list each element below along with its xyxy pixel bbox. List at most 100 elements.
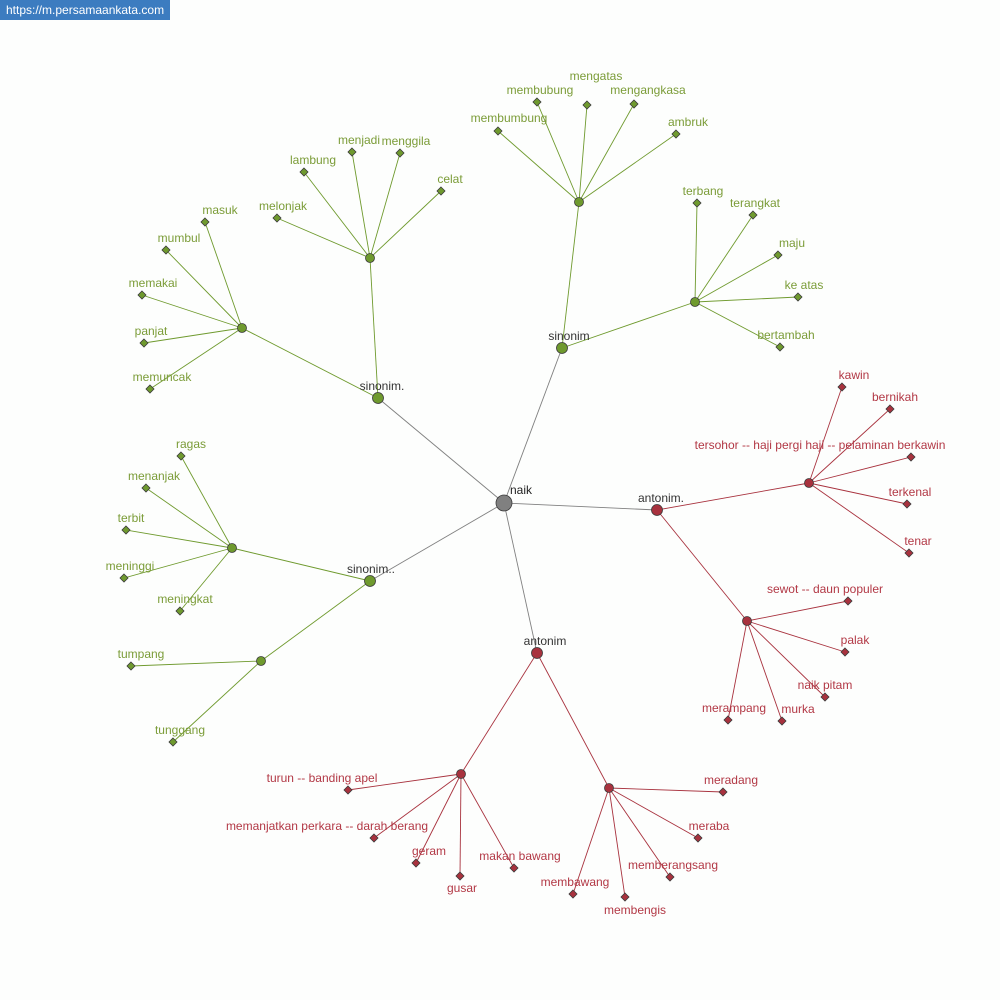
word-node[interactable] [299,167,309,177]
cluster-node[interactable] [227,543,237,553]
hub-node[interactable] [531,647,543,659]
cluster-node[interactable] [237,323,247,333]
word-label: memakai [129,276,178,290]
leaf-edge [369,152,401,259]
word-node[interactable] [126,661,136,671]
word-label: menjadi [338,133,380,147]
leaf-edge [180,455,233,549]
word-node[interactable] [168,737,178,747]
root-edge [503,347,563,504]
leaf-edge [415,773,462,864]
cluster-node[interactable] [804,478,814,488]
word-node[interactable] [629,99,639,109]
word-node[interactable] [493,126,503,136]
word-node[interactable] [718,787,728,797]
hub-edge [241,327,379,399]
leaf-edge [746,620,826,698]
word-node[interactable] [509,863,519,873]
word-node[interactable] [582,100,592,110]
word-label: meningkat [157,592,213,606]
word-node[interactable] [568,889,578,899]
hub-label: antonim [524,634,567,648]
word-node[interactable] [837,382,847,392]
word-node[interactable] [885,404,895,414]
word-node[interactable] [723,715,733,725]
word-node[interactable] [175,606,185,616]
hub-node[interactable] [651,504,663,516]
word-node[interactable] [395,148,405,158]
cluster-node[interactable] [365,253,375,263]
word-node[interactable] [176,451,186,461]
hub-label: sinonim [548,329,589,343]
hub-label: antonim. [638,491,684,505]
word-node[interactable] [793,292,803,302]
cluster-node[interactable] [256,656,266,666]
leaf-edge [165,249,243,329]
hub-node[interactable] [372,392,384,404]
word-node[interactable] [119,573,129,583]
source-url-banner[interactable]: https://m.persamaankata.com [0,0,171,20]
word-label: membumbung [471,111,548,125]
leaf-edge [141,294,243,329]
word-node[interactable] [137,290,147,300]
word-node[interactable] [343,785,353,795]
cluster-node[interactable] [574,197,584,207]
hub-node[interactable] [364,575,376,587]
hub-label: sinonim. [360,379,405,393]
word-node[interactable] [532,97,542,107]
word-node[interactable] [777,716,787,726]
leaf-edge [808,408,891,484]
word-label: ambruk [668,115,709,129]
word-node[interactable] [161,245,171,255]
word-label: merampang [702,701,766,715]
word-node[interactable] [455,871,465,881]
leaf-edge [145,487,233,549]
word-node[interactable] [141,483,151,493]
word-node[interactable] [820,692,830,702]
word-node[interactable] [436,186,446,196]
word-node[interactable] [773,250,783,260]
word-node[interactable] [665,872,675,882]
root-edge [377,397,505,504]
word-label: memuncak [133,370,193,384]
word-label: gusar [447,881,477,895]
hub-node[interactable] [556,342,568,354]
word-node[interactable] [693,833,703,843]
cluster-node[interactable] [690,297,700,307]
word-label: memanjatkan perkara -- darah berang [226,819,428,833]
word-node[interactable] [347,147,357,157]
word-node[interactable] [200,217,210,227]
cluster-node[interactable] [456,769,466,779]
hub-edge [656,509,748,622]
word-node[interactable] [840,647,850,657]
leaf-edge [125,529,233,549]
word-label: murka [781,702,815,716]
cluster-node[interactable] [604,783,614,793]
hub-edge [536,652,610,789]
word-node[interactable] [369,833,379,843]
root-label: naik [510,483,533,497]
word-node[interactable] [411,858,421,868]
leaf-edge [694,296,799,303]
word-label: membengis [604,903,666,917]
word-node[interactable] [671,129,681,139]
word-node[interactable] [272,213,282,223]
word-node[interactable] [139,338,149,348]
word-node[interactable] [748,210,758,220]
word-label: palak [841,633,871,647]
word-node[interactable] [692,198,702,208]
leaf-edge [143,327,243,344]
word-node[interactable] [121,525,131,535]
cluster-node[interactable] [742,616,752,626]
root-node[interactable] [495,494,513,512]
word-node[interactable] [620,892,630,902]
word-node[interactable] [145,384,155,394]
word-node[interactable] [775,342,785,352]
word-label: lambung [290,153,336,167]
word-node[interactable] [902,499,912,509]
word-node[interactable] [843,596,853,606]
word-label: tersohor -- haji pergi haji -- pelaminan… [695,438,946,452]
word-node[interactable] [904,548,914,558]
word-node[interactable] [906,452,916,462]
leaf-edge [746,620,846,653]
